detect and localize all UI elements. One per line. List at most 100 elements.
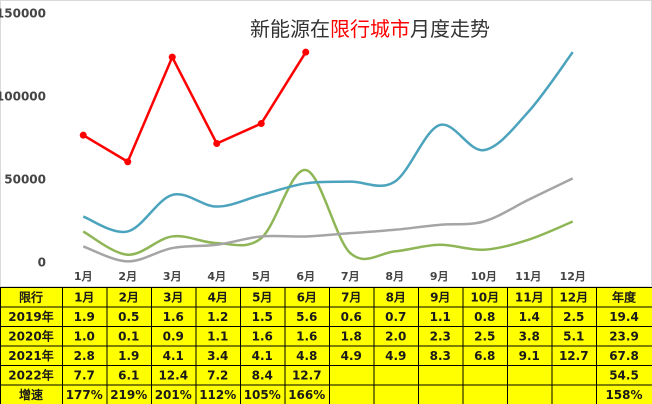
table-text: 11月 (515, 290, 544, 304)
table-text: 67.8 (609, 349, 639, 363)
table-cell (551, 384, 597, 404)
table-text: 3.4 (207, 349, 228, 363)
table-cell (329, 365, 375, 386)
table-cell (373, 384, 419, 404)
table-text: 1.6 (252, 329, 273, 343)
table-text: 201% (155, 388, 192, 402)
data-point (257, 120, 265, 128)
table-text: 1.5 (252, 310, 273, 324)
title-part: 限行城市 (330, 17, 410, 41)
table-text: 12月 (559, 290, 588, 304)
table-text: 1.9 (118, 349, 139, 363)
table-text: 2.8 (74, 349, 95, 363)
table-cell (596, 384, 652, 404)
table-text: 2.5 (563, 310, 584, 324)
table-text: 2020年 (8, 328, 53, 343)
x-tick-label: 12月 (560, 270, 586, 283)
data-point (213, 139, 221, 147)
table-text: 166% (288, 388, 325, 402)
table-text: 5.6 (296, 310, 317, 324)
table-text: 7.2 (207, 368, 228, 382)
table-text: 1.2 (207, 310, 228, 324)
table-text: 1.1 (207, 329, 228, 343)
title-part: 月度走势 (410, 17, 490, 41)
table-text: 1.6 (296, 329, 317, 343)
table-text: 4月 (208, 290, 228, 304)
table-text: 1.8 (341, 329, 362, 343)
table-text: 2021年 (8, 348, 53, 363)
x-tick-label: 5月 (252, 270, 271, 283)
x-tick-label: 2月 (118, 270, 137, 283)
table-text: 2019年 (8, 309, 53, 324)
table-text: 4.9 (385, 349, 406, 363)
table-text: 5.1 (563, 329, 584, 343)
table-text: 12.7 (559, 349, 589, 363)
data-point (302, 48, 310, 56)
data-point (79, 131, 87, 139)
series-line (82, 177, 574, 263)
table-text: 7.7 (74, 368, 95, 382)
y-tick-label: 0 (38, 256, 46, 270)
table-text: 9月 (430, 290, 450, 304)
table-text: 4.8 (296, 349, 317, 363)
table-cell (373, 365, 419, 386)
table-text: 2月 (119, 290, 139, 304)
x-tick-label: 6月 (296, 270, 315, 283)
table-text: 2022年 (8, 367, 53, 382)
table-cell (507, 384, 553, 404)
table-text: 2.3 (430, 329, 451, 343)
table-text: 1.0 (74, 329, 95, 343)
table-cell (507, 365, 553, 386)
table-text: 6.1 (118, 368, 139, 382)
chart-title: 新能源在限行城市月度走势 (250, 17, 490, 41)
table-text: 5月 (252, 290, 272, 304)
table-text: 0.7 (385, 310, 406, 324)
table-text: 12.7 (292, 368, 322, 382)
table-text: 23.9 (609, 329, 639, 343)
table-text: 1.9 (74, 310, 95, 324)
table-text: 0.1 (118, 329, 139, 343)
series-line (82, 51, 574, 234)
table-text: 1.4 (519, 310, 540, 324)
table-cell (462, 365, 508, 386)
x-tick-label: 10月 (471, 270, 497, 283)
table-text: 2.5 (474, 329, 495, 343)
table-text: 0.8 (474, 310, 495, 324)
table-text: 19.4 (609, 310, 639, 324)
x-tick-label: 3月 (163, 270, 182, 283)
table-text: 12.4 (158, 368, 188, 382)
table-text: 3.8 (519, 329, 540, 343)
table-text: 54.5 (609, 368, 639, 382)
x-tick-label: 9月 (430, 270, 449, 283)
x-tick-label: 11月 (515, 270, 541, 283)
series-line (82, 168, 574, 261)
table-cell (329, 384, 375, 404)
table-cell (462, 384, 508, 404)
table-text: 8月 (386, 290, 406, 304)
table-text: 7月 (341, 290, 361, 304)
table-cell (551, 365, 597, 386)
table-text: 0.6 (341, 310, 362, 324)
table-text: 0.9 (163, 329, 184, 343)
table-text: 6月 (297, 290, 317, 304)
table-text: 3月 (163, 290, 183, 304)
series-line (82, 51, 307, 164)
table-text: 158% (605, 388, 642, 402)
data-point (168, 53, 176, 61)
table-text: 4.1 (252, 349, 273, 363)
table-text: 8.4 (252, 368, 273, 382)
table-text: 1.1 (430, 310, 451, 324)
y-tick-label: 150000 (0, 7, 46, 21)
table-text: 219% (110, 388, 147, 402)
chart-area (0, 0, 652, 287)
table-text: 1月 (74, 290, 94, 304)
x-tick-label: 8月 (385, 270, 404, 283)
y-tick-label: 50000 (4, 173, 46, 187)
table-text: 6.8 (474, 349, 495, 363)
x-tick-label: 7月 (341, 270, 360, 283)
table-text: 10月 (470, 290, 499, 304)
x-tick-label: 4月 (207, 270, 226, 283)
table-text: 9.1 (519, 349, 540, 363)
table-text: 增速 (19, 387, 43, 402)
